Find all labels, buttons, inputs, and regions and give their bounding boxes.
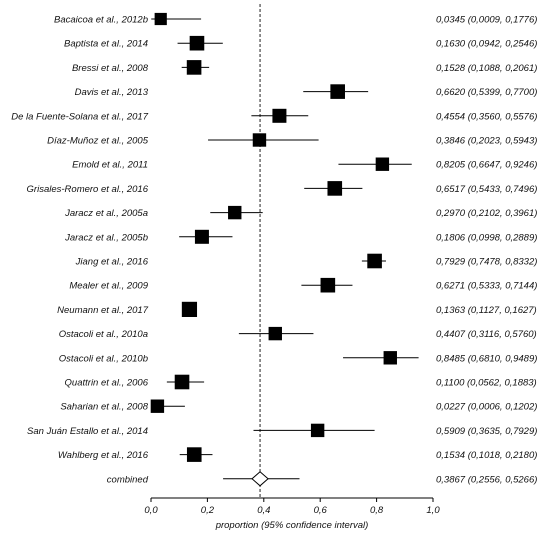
- estimate-box: [174, 374, 190, 390]
- combined-row: combined 0,3867 (0,2556, 0,5266): [107, 471, 537, 487]
- ci-text: 0,8205 (0,6647, 0,9246): [436, 160, 537, 171]
- estimate-box: [181, 301, 198, 317]
- study-name: Quattrin et al., 2006: [65, 378, 149, 389]
- estimate-box: [150, 399, 165, 413]
- ci-text: 0,7929 (0,7478, 0,8332): [436, 257, 537, 268]
- study-name: San Juán Estallo et al., 2014: [27, 426, 148, 437]
- estimate-box: [154, 12, 167, 26]
- study-row: Saharian et al., 2008 0,0227 (0,0006, 0,1…: [60, 399, 537, 413]
- estimate-box: [320, 277, 336, 293]
- study-name: Bressi et al., 2008: [72, 63, 149, 74]
- x-axis: 0,0 0,2 0,4 0,6 0,8 1,0: [144, 497, 440, 516]
- ci-text: 0,2970 (0,2102, 0,3961): [436, 208, 537, 219]
- study-name: Emold et al., 2011: [72, 160, 148, 171]
- study-name: Davis et al., 2013: [75, 87, 149, 98]
- x-tick-label: 0,0: [144, 505, 158, 516]
- estimate-box: [189, 35, 205, 51]
- study-name: Grisales-Romero et al., 2016: [27, 184, 149, 195]
- study-row: Grisales-Romero et al., 2016 0,6517 (0,54…: [27, 181, 537, 196]
- estimate-box: [367, 253, 382, 269]
- ci-text: 0,6517 (0,5433, 0,7496): [436, 184, 537, 195]
- ci-text: 0,1630 (0,0942, 0,2546): [436, 39, 537, 50]
- x-tick-label: 1,0: [426, 505, 440, 516]
- combined-ci-text: 0,3867 (0,2556, 0,5266): [436, 474, 537, 485]
- study-row: Emold et al., 2011 0,8205 (0,6647, 0,9246…: [72, 157, 537, 171]
- study-row: Ostacoli et al., 2010a 0,4407 (0,3116, 0,…: [59, 326, 537, 341]
- study-row: De la Fuente-Solana et al., 2017 0,4554 (…: [11, 108, 537, 123]
- combined-label: combined: [107, 474, 149, 485]
- x-tick-label: 0,2: [201, 505, 215, 516]
- estimate-box: [252, 133, 267, 147]
- study-row: Díaz-Muñoz et al., 2005 0,3846 (0,2023, 0…: [47, 133, 537, 147]
- study-row: Jaracz et al., 2005a 0,2970 (0,2102, 0,39…: [64, 205, 537, 220]
- study-name: Bacaicoa et al., 2012b: [54, 15, 148, 26]
- study-name: Saharian et al., 2008: [60, 402, 148, 413]
- study-name: Jiang et al., 2016: [75, 257, 149, 268]
- x-axis-title: proportion (95% confidence interval): [215, 520, 369, 531]
- study-row: Baptista et al., 2014 0,1630 (0,0942, 0,2…: [64, 35, 537, 51]
- study-row: San Juán Estallo et al., 2014 0,5909 (0,3…: [27, 423, 537, 438]
- ci-text: 0,4554 (0,3560, 0,5576): [436, 111, 537, 122]
- estimate-box: [383, 351, 397, 365]
- ci-text: 0,0345 (0,0009, 0,1776): [436, 15, 537, 26]
- study-name: Baptista et al., 2014: [64, 39, 148, 50]
- study-row: Neumann et al., 2017 0,1363 (0,1127, 0,16…: [57, 301, 537, 317]
- estimate-box: [375, 157, 390, 171]
- x-tick-label: 0,4: [257, 505, 270, 516]
- study-name: Jaracz et al., 2005a: [64, 208, 148, 219]
- x-tick-label: 0,8: [370, 505, 384, 516]
- study-name: Jaracz et al., 2005b: [64, 232, 148, 243]
- study-row: Davis et al., 2013 0,6620 (0,5399, 0,7700…: [75, 84, 537, 99]
- ci-text: 0,1534 (0,1018, 0,2180): [436, 450, 537, 461]
- study-row: Wahlberg et al., 2016 0,1534 (0,1018, 0,2…: [58, 447, 537, 462]
- study-name: Mealer et al., 2009: [69, 281, 148, 292]
- estimate-box: [186, 447, 202, 462]
- study-name: Díaz-Muñoz et al., 2005: [47, 136, 149, 147]
- estimate-box: [310, 423, 325, 438]
- study-row: Jiang et al., 2016 0,7929 (0,7478, 0,8332…: [75, 253, 537, 269]
- x-tick-label: 0,6: [314, 505, 328, 516]
- study-name: Neumann et al., 2017: [57, 305, 149, 316]
- ci-text: 0,5909 (0,3635, 0,7929): [436, 426, 537, 437]
- study-row: Quattrin et al., 2006 0,1100 (0,0562, 0,1…: [65, 374, 537, 390]
- estimate-box: [327, 181, 343, 196]
- study-name: Ostacoli et al., 2010a: [59, 329, 148, 340]
- ci-text: 0,1806 (0,0998, 0,2889): [436, 232, 537, 243]
- study-row: Bacaicoa et al., 2012b 0,0345 (0,0009, 0,…: [54, 12, 537, 26]
- ci-text: 0,8485 (0,6810, 0,9489): [436, 353, 537, 364]
- study-name: Ostacoli et al., 2010b: [59, 353, 148, 364]
- ci-text: 0,1100 (0,0562, 0,1883): [436, 378, 537, 389]
- combined-diamond: [251, 471, 269, 487]
- estimate-box: [272, 108, 287, 123]
- study-row: Ostacoli et al., 2010b 0,8485 (0,6810, 0,…: [59, 351, 537, 365]
- ci-text: 0,3846 (0,2023, 0,5943): [436, 136, 537, 147]
- estimate-box: [194, 229, 209, 244]
- study-row: Jaracz et al., 2005b 0,1806 (0,0998, 0,28…: [64, 229, 537, 244]
- study-name: Wahlberg et al., 2016: [58, 450, 149, 461]
- estimate-box: [186, 60, 202, 75]
- study-row: Mealer et al., 2009 0,6271 (0,5333, 0,714…: [69, 277, 537, 293]
- ci-text: 0,0227 (0,0006, 0,1202): [436, 402, 537, 413]
- ci-text: 0,4407 (0,3116, 0,5760): [436, 329, 537, 340]
- ci-text: 0,6271 (0,5333, 0,7144): [436, 281, 537, 292]
- study-row: Bressi et al., 2008 0,1528 (0,1088, 0,206…: [72, 60, 537, 75]
- estimate-box: [228, 205, 242, 220]
- study-name: De la Fuente-Solana et al., 2017: [11, 111, 149, 122]
- estimate-box: [330, 84, 345, 99]
- study-rows: Bacaicoa et al., 2012b 0,0345 (0,0009, 0,…: [11, 12, 537, 487]
- ci-text: 0,6620 (0,5399, 0,7700): [436, 87, 537, 98]
- ci-text: 0,1528 (0,1088, 0,2061): [436, 63, 537, 74]
- estimate-box: [268, 326, 282, 341]
- ci-text: 0,1363 (0,1127, 0,1627): [436, 305, 537, 316]
